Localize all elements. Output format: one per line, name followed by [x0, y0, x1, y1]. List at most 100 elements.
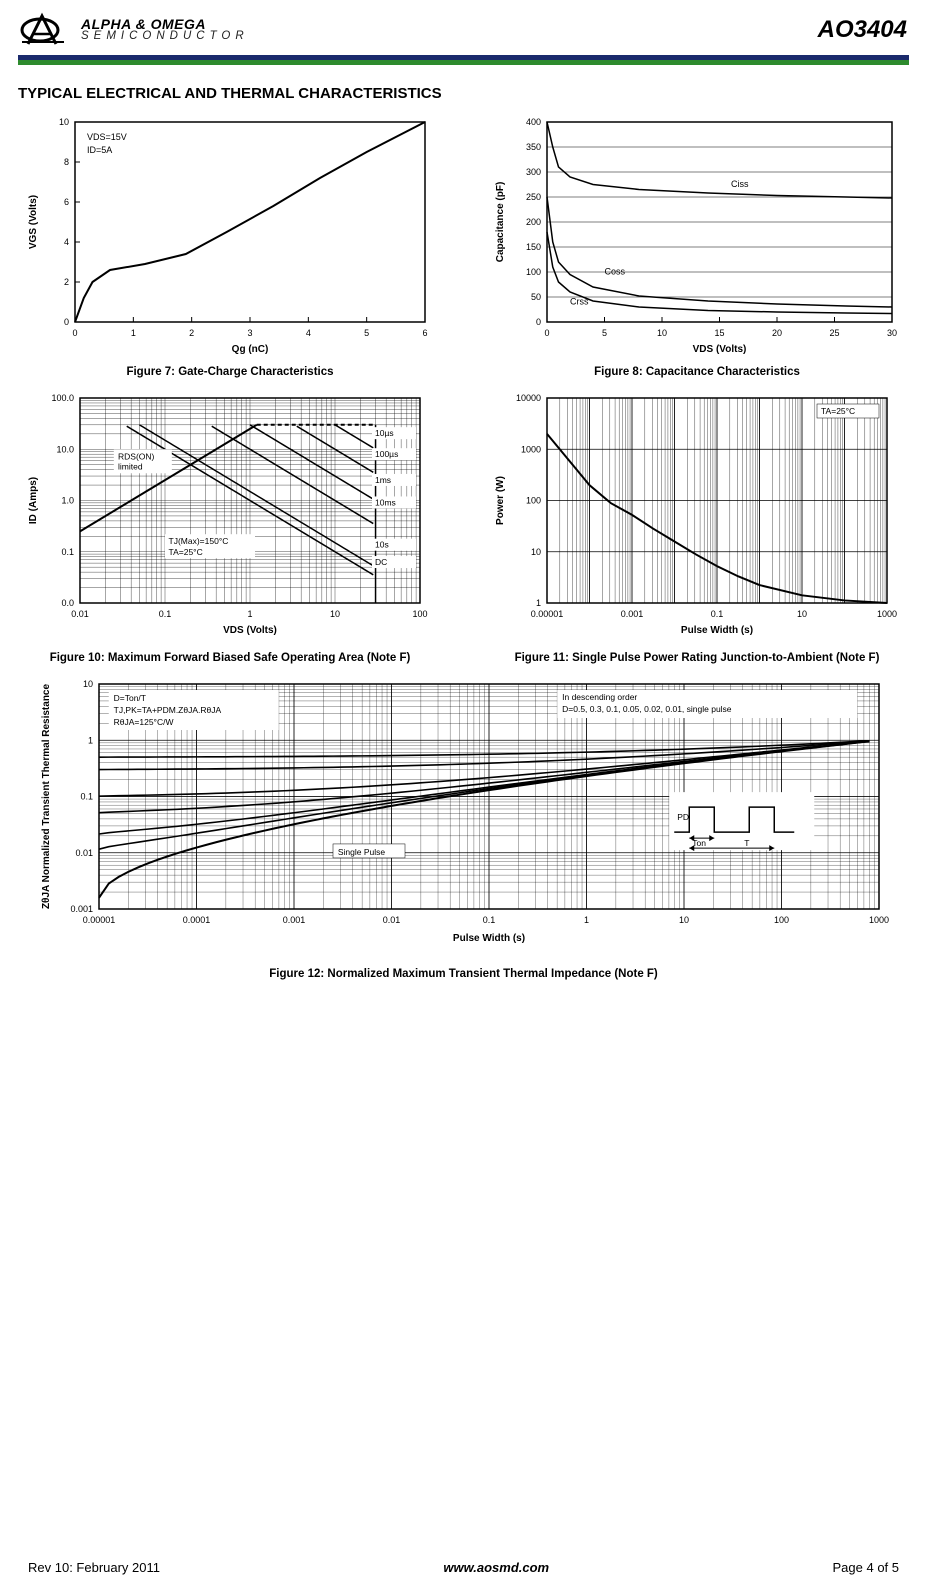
figure-7-caption: Figure 7: Gate-Charge Characteristics: [126, 366, 333, 378]
svg-text:10: 10: [82, 679, 92, 689]
svg-text:10000: 10000: [516, 393, 541, 403]
svg-text:RDS(ON): RDS(ON): [118, 451, 155, 461]
svg-text:0.1: 0.1: [61, 547, 74, 557]
svg-text:1: 1: [583, 915, 588, 925]
svg-text:100: 100: [412, 609, 427, 619]
svg-text:100µs: 100µs: [375, 449, 398, 459]
svg-text:VDS=15V: VDS=15V: [87, 132, 127, 142]
svg-text:2: 2: [64, 277, 69, 287]
svg-text:ID=5A: ID=5A: [87, 145, 112, 155]
svg-text:10µs: 10µs: [375, 428, 394, 438]
figure-12-caption: Figure 12: Normalized Maximum Transient …: [269, 968, 658, 980]
svg-text:0: 0: [536, 317, 541, 327]
svg-text:VDS (Volts): VDS (Volts): [223, 625, 277, 636]
svg-text:30: 30: [887, 328, 897, 338]
svg-text:1: 1: [536, 598, 541, 608]
svg-text:100: 100: [526, 496, 541, 506]
svg-text:0.1: 0.1: [482, 915, 495, 925]
svg-text:1000: 1000: [868, 915, 888, 925]
svg-text:0.001: 0.001: [621, 609, 644, 619]
svg-text:0: 0: [72, 328, 77, 338]
svg-text:100: 100: [773, 915, 788, 925]
svg-text:0.001: 0.001: [70, 904, 93, 914]
svg-text:25: 25: [829, 328, 839, 338]
svg-text:2: 2: [189, 328, 194, 338]
svg-text:T: T: [744, 838, 749, 848]
svg-text:4: 4: [64, 237, 69, 247]
svg-text:0.01: 0.01: [71, 609, 89, 619]
svg-text:VDS (Volts): VDS (Volts): [693, 344, 747, 355]
svg-text:Coss: Coss: [605, 267, 626, 277]
footer-url: www.aosmd.com: [443, 1560, 549, 1575]
svg-text:1ms: 1ms: [375, 475, 391, 485]
svg-text:1: 1: [247, 609, 252, 619]
figure-8: 051015202530050100150200250300350400VDS …: [487, 112, 907, 378]
svg-text:1000: 1000: [521, 444, 541, 454]
svg-text:5: 5: [364, 328, 369, 338]
svg-text:DC: DC: [375, 557, 387, 567]
svg-text:TJ,PK=TA+PDM.ZθJA.RθJA: TJ,PK=TA+PDM.ZθJA.RθJA: [113, 705, 221, 715]
svg-text:4: 4: [306, 328, 311, 338]
svg-text:50: 50: [531, 292, 541, 302]
svg-text:Single Pulse: Single Pulse: [337, 847, 385, 857]
figure-7: 01234560246810Qg (nC)VGS (Volts)VDS=15VI…: [20, 112, 440, 378]
figure-12: 0.00001 0.0001 0.001 0.01 0.1 1 10 100 1000 0.001…: [29, 674, 899, 980]
svg-text:10: 10: [678, 915, 688, 925]
svg-text:Capacitance (pF): Capacitance (pF): [495, 182, 506, 263]
svg-text:150: 150: [526, 242, 541, 252]
svg-text:10.0: 10.0: [56, 444, 74, 454]
svg-text:ID (Amps): ID (Amps): [28, 477, 39, 524]
svg-text:300: 300: [526, 167, 541, 177]
svg-text:Crss: Crss: [570, 297, 589, 307]
alpha-omega-logo-icon: [20, 10, 75, 50]
svg-text:10: 10: [657, 328, 667, 338]
svg-text:In descending order: In descending order: [562, 692, 637, 702]
logo-main-text: ALPHA & OMEGA: [81, 17, 249, 31]
svg-text:Ton: Ton: [692, 838, 706, 848]
svg-text:0: 0: [544, 328, 549, 338]
svg-text:10: 10: [330, 609, 340, 619]
company-logo-block: ALPHA & OMEGA SEMICONDUCTOR: [20, 10, 249, 50]
svg-text:Ciss: Ciss: [731, 179, 749, 189]
part-number: AO3404: [818, 16, 907, 44]
logo-sub-text: SEMICONDUCTOR: [81, 31, 249, 43]
svg-text:0.0001: 0.0001: [182, 915, 210, 925]
charts-row-3: 0.00001 0.0001 0.001 0.01 0.1 1 10 100 1000 0.001…: [0, 674, 927, 980]
svg-text:0.001: 0.001: [282, 915, 305, 925]
svg-text:D=Ton/T: D=Ton/T: [113, 693, 145, 703]
svg-text:10: 10: [531, 547, 541, 557]
svg-text:5: 5: [602, 328, 607, 338]
figure-11: 0.000010.0010.1101000110100100010000Puls…: [487, 388, 907, 664]
figure-10-caption: Figure 10: Maximum Forward Biased Safe O…: [50, 652, 411, 664]
figure-10: 0.010.11101000.00.11.010.0100.0VDS (Volt…: [20, 388, 440, 664]
svg-text:0.01: 0.01: [382, 915, 400, 925]
svg-text:250: 250: [526, 192, 541, 202]
svg-text:ZθJA Normalized Transient Ther: ZθJA Normalized Transient Thermal Resist…: [41, 684, 52, 910]
footer-page: Page 4 of 5: [833, 1560, 900, 1575]
svg-text:15: 15: [714, 328, 724, 338]
svg-text:10: 10: [59, 117, 69, 127]
svg-text:limited: limited: [118, 461, 143, 471]
svg-text:100.0: 100.0: [51, 393, 74, 403]
svg-text:Pulse Width (s): Pulse Width (s): [681, 625, 753, 636]
svg-text:TA=25°C: TA=25°C: [821, 406, 855, 416]
svg-text:D=0.5, 0.3, 0.1, 0.05, 0.02, 0: D=0.5, 0.3, 0.1, 0.05, 0.02, 0.01, singl…: [562, 704, 732, 714]
svg-text:6: 6: [422, 328, 427, 338]
section-title: TYPICAL ELECTRICAL AND THERMAL CHARACTER…: [0, 65, 927, 112]
svg-text:8: 8: [64, 157, 69, 167]
svg-text:0.1: 0.1: [80, 792, 93, 802]
svg-text:0.00001: 0.00001: [82, 915, 115, 925]
color-stripe: [18, 55, 909, 65]
svg-text:10ms: 10ms: [375, 497, 396, 507]
svg-text:TJ(Max)=150°C: TJ(Max)=150°C: [169, 536, 229, 546]
svg-text:RθJA=125°C/W: RθJA=125°C/W: [113, 717, 173, 727]
svg-text:1: 1: [131, 328, 136, 338]
figure-8-caption: Figure 8: Capacitance Characteristics: [594, 366, 800, 378]
svg-text:Power (W): Power (W): [495, 476, 506, 525]
svg-text:0: 0: [64, 317, 69, 327]
svg-text:3: 3: [247, 328, 252, 338]
svg-text:1.0: 1.0: [61, 496, 74, 506]
svg-text:1000: 1000: [877, 609, 897, 619]
page-footer: Rev 10: February 2011 www.aosmd.com Page…: [0, 1560, 927, 1575]
svg-text:350: 350: [526, 142, 541, 152]
